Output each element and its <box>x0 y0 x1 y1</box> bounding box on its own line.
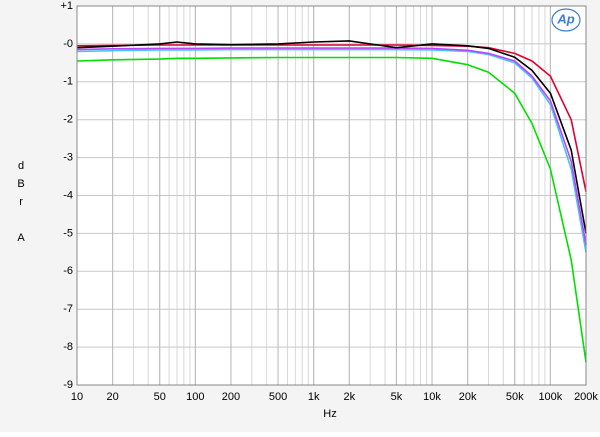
y-tick-label: -2 <box>63 114 73 126</box>
x-tick-label: 50 <box>154 391 166 403</box>
x-tick-label: 200 <box>222 391 240 403</box>
y-tick-label: -6 <box>63 265 73 277</box>
y-tick-label: -3 <box>63 152 73 164</box>
y-tick-label: -4 <box>63 189 73 201</box>
x-tick-label: 20k <box>459 391 477 403</box>
series-line <box>76 48 587 253</box>
y-tick-label: -7 <box>63 303 73 315</box>
x-tick-label: 2k <box>344 391 356 403</box>
y-axis-label: dBr A <box>15 160 27 250</box>
series-line <box>76 47 587 245</box>
series-line <box>76 40 587 234</box>
x-tick-label: 100k <box>538 391 562 403</box>
y-tick-label: -0 <box>63 38 73 50</box>
y-tick-label: -5 <box>63 227 73 239</box>
logo-ring <box>551 8 581 32</box>
x-tick-label: 10k <box>423 391 441 403</box>
x-tick-label: 5k <box>391 391 403 403</box>
y-tick-label: +1 <box>60 0 73 12</box>
y-tick-label: -8 <box>63 341 73 353</box>
x-tick-label: 10 <box>71 391 83 403</box>
x-tick-label: 1k <box>308 391 320 403</box>
logo: Ap <box>556 11 574 26</box>
x-tick-label: 50k <box>506 391 524 403</box>
plot-frame <box>76 5 587 386</box>
y-tick-label: -9 <box>63 379 73 391</box>
x-tick-label: 500 <box>269 391 287 403</box>
x-tick-label: 100 <box>186 391 204 403</box>
x-tick-label: 20 <box>107 391 119 403</box>
x-axis-label: Hz <box>323 408 336 420</box>
x-tick-label: 200k <box>574 391 598 403</box>
lines <box>76 40 587 363</box>
y-tick-label: -1 <box>63 76 73 88</box>
series-line <box>76 56 587 363</box>
